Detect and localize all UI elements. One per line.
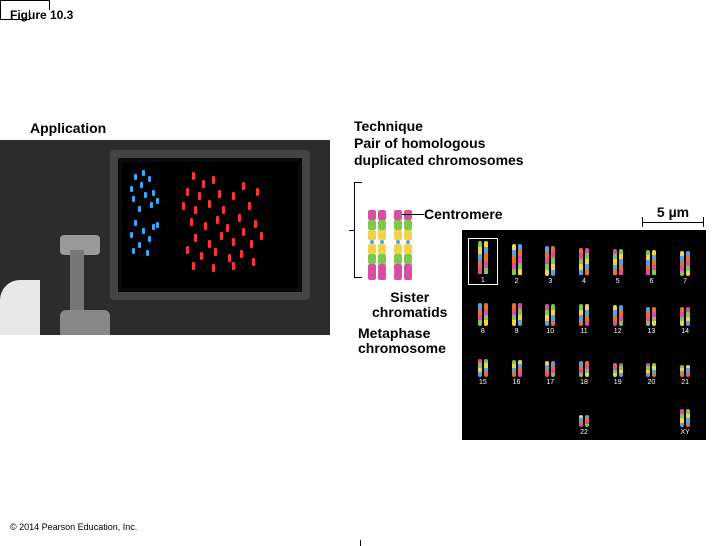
karyotype-cell: 1 <box>468 238 498 285</box>
karyotype-number: 20 <box>648 379 656 386</box>
karyotype-number: 8 <box>481 328 485 335</box>
scalebar-unit: µm <box>669 204 690 220</box>
karyotype-number: 22 <box>580 429 588 436</box>
copyright: © 2014 Pearson Education, Inc. <box>10 522 137 532</box>
karyotype-number: 18 <box>580 379 588 386</box>
figure-title: Figure 10.3 <box>10 8 73 22</box>
karyotype-cell: 7 <box>670 238 700 285</box>
monitor-screen <box>122 162 298 288</box>
metaphase-bracket <box>354 182 362 278</box>
scalebar-line <box>642 222 704 223</box>
karyotype-number: 11 <box>580 328 587 335</box>
karyotype-number: 9 <box>515 328 519 335</box>
karyotype-cell: 8 <box>468 289 498 336</box>
sister-chromatids-label: Sisterchromatids <box>372 290 447 321</box>
karyotype-cell: 21 <box>670 339 700 386</box>
karyotype-cell: 10 <box>535 289 565 336</box>
karyotype-cell: 2 <box>502 238 532 285</box>
karyotype-cell: 12 <box>603 289 633 336</box>
karyotype-cell: 4 <box>569 238 599 285</box>
karyotype-cell: XY <box>670 390 700 437</box>
application-label: Application <box>30 120 106 136</box>
karyotype-cell: 14 <box>670 289 700 336</box>
application-photo <box>0 140 330 335</box>
karyotype-number: 14 <box>681 328 689 335</box>
metaphase-chromosome-label: Metaphasechromosome <box>358 326 446 357</box>
computer-monitor <box>110 150 310 300</box>
karyotype-number: 17 <box>546 379 554 386</box>
centromere-label: Centromere <box>424 206 503 222</box>
karyotype-cell: 15 <box>468 339 498 386</box>
karyotype-number: 5 <box>616 278 620 285</box>
scale-bar: 5 µm <box>642 204 704 223</box>
centromere-pointer <box>402 214 424 215</box>
karyotype-cell: 22 <box>569 390 599 437</box>
karyotype-number: 10 <box>546 328 554 335</box>
karyotype-number: 21 <box>681 379 689 386</box>
karyotype-cell: 17 <box>535 339 565 386</box>
karyotype-cell: 19 <box>603 339 633 386</box>
karyotype-number: 13 <box>648 328 656 335</box>
karyotype-number: 7 <box>683 278 687 285</box>
microscope-base <box>60 310 110 335</box>
technique-label: Technique <box>354 118 423 134</box>
karyotype-number: 1 <box>481 277 485 284</box>
scalebar-value: 5 <box>657 204 665 220</box>
karyotype-cell: 16 <box>502 339 532 386</box>
karyotype-number: 3 <box>548 278 552 285</box>
karyotype-cell: 20 <box>637 339 667 386</box>
karyotype-number: 2 <box>515 278 519 285</box>
karyotype-number: 6 <box>649 278 653 285</box>
karyotype-number: 19 <box>614 379 622 386</box>
karyotype-cell: 5 <box>603 238 633 285</box>
person-silhouette <box>0 280 40 335</box>
karyotype-cell: 18 <box>569 339 599 386</box>
karyotype-number: XY <box>680 429 689 436</box>
karyotype-cell: 11 <box>569 289 599 336</box>
microscope-arm <box>70 250 84 315</box>
karyotype-number: 15 <box>479 379 487 386</box>
karyotype-cell: 3 <box>535 238 565 285</box>
karyotype-grid: 12345678910111213141516171819202122XY <box>462 230 706 440</box>
pair-label: Pair of homologousduplicated chromosomes <box>354 135 524 169</box>
karyotype-number: 4 <box>582 278 586 285</box>
karyotype-cell: 13 <box>637 289 667 336</box>
karyotype-number: 16 <box>513 379 521 386</box>
karyotype-number: 12 <box>614 328 622 335</box>
karyotype-cell: 9 <box>502 289 532 336</box>
karyotype-cell: 6 <box>637 238 667 285</box>
